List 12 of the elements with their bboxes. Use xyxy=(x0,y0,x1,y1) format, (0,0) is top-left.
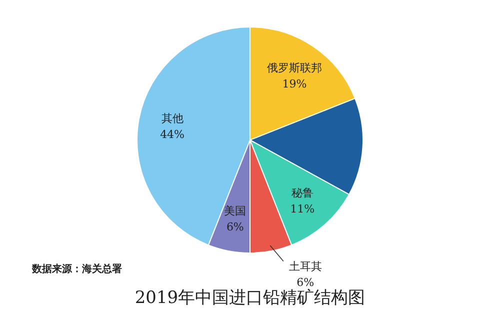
slice-label: 美国 xyxy=(224,204,246,218)
slice-label: 土耳其 xyxy=(288,260,322,274)
slice-label: 俄罗斯联邦 xyxy=(266,62,322,75)
data-label: 11% xyxy=(290,202,315,216)
data-label: 19% xyxy=(282,78,307,91)
slice-label: 其他 xyxy=(161,112,184,126)
source-note: 数据来源：海关总署 xyxy=(31,263,122,275)
data-label: 6% xyxy=(296,276,314,290)
data-label: 44% xyxy=(160,128,185,142)
data-label: 6% xyxy=(226,220,244,234)
text: 2019年中国进口铅精矿结构图 xyxy=(134,288,366,308)
slice-label: 秘鲁 xyxy=(291,186,314,200)
